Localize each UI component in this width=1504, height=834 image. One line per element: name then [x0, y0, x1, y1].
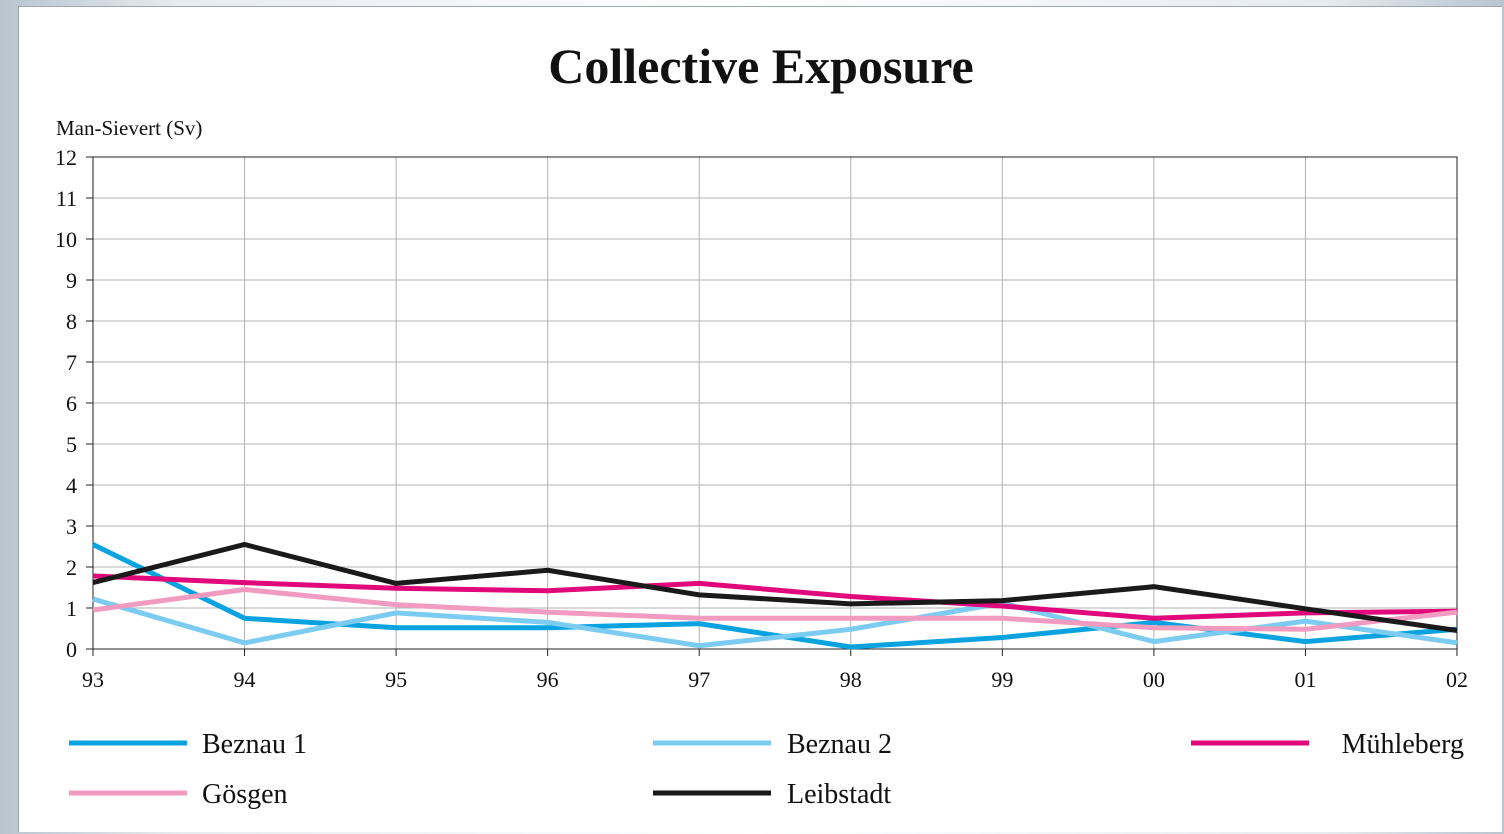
x-tick-label: 01	[1294, 667, 1316, 692]
x-tick-label: 96	[537, 667, 559, 692]
series-line-g-sgen	[92, 586, 1458, 632]
legend-label-leibstadt: Leibstadt	[787, 779, 891, 810]
series-line-m-hleberg	[92, 573, 1458, 621]
legend: Beznau 1 Beznau 2 Mühleberg Gösgen Leibstadt	[69, 729, 1464, 810]
y-axis-label: Man-Sievert (Sv)	[56, 116, 202, 140]
y-tick-label: 8	[66, 309, 77, 334]
series-line-beznau-2	[92, 596, 1458, 649]
grid-lines	[92, 156, 1458, 650]
y-tick-label: 6	[66, 391, 77, 416]
y-tick-label: 1	[66, 596, 77, 621]
y-tick-label: 5	[66, 432, 77, 457]
y-tick-label: 2	[66, 555, 77, 580]
legend-label-beznau-2: Beznau 2	[787, 729, 892, 760]
y-tick-label: 11	[56, 186, 77, 211]
legend-label-m-hleberg: Mühleberg	[1342, 729, 1464, 760]
y-tick-label: 3	[66, 514, 77, 539]
x-tick-label: 99	[991, 667, 1013, 692]
y-tick-label: 9	[66, 268, 77, 293]
y-tick-label: 10	[55, 227, 77, 252]
x-tick-label: 02	[1446, 667, 1468, 692]
chart: Collective Exposure Man-Sievert (Sv) 012…	[55, 38, 1468, 810]
y-tick-label: 0	[66, 637, 77, 662]
legend-label-beznau-1: Beznau 1	[202, 729, 307, 760]
y-tick-label: 12	[55, 145, 77, 170]
chart-title: Collective Exposure	[548, 38, 973, 94]
y-tick-label: 4	[66, 473, 77, 498]
legend-label-g-sgen: Gösgen	[202, 779, 288, 810]
x-tick-label: 93	[82, 667, 104, 692]
x-tick-label: 97	[688, 667, 710, 692]
series-lines	[91, 541, 1458, 650]
x-tick-label: 98	[840, 667, 862, 692]
x-tick-label: 94	[234, 667, 256, 692]
x-tick-label: 00	[1143, 667, 1165, 692]
x-axis-ticks: 93 94 95 96 97 98 99 00 01 02	[82, 649, 1468, 692]
y-tick-label: 7	[66, 350, 77, 375]
x-tick-label: 95	[385, 667, 407, 692]
series-line-leibstadt	[92, 541, 1458, 633]
